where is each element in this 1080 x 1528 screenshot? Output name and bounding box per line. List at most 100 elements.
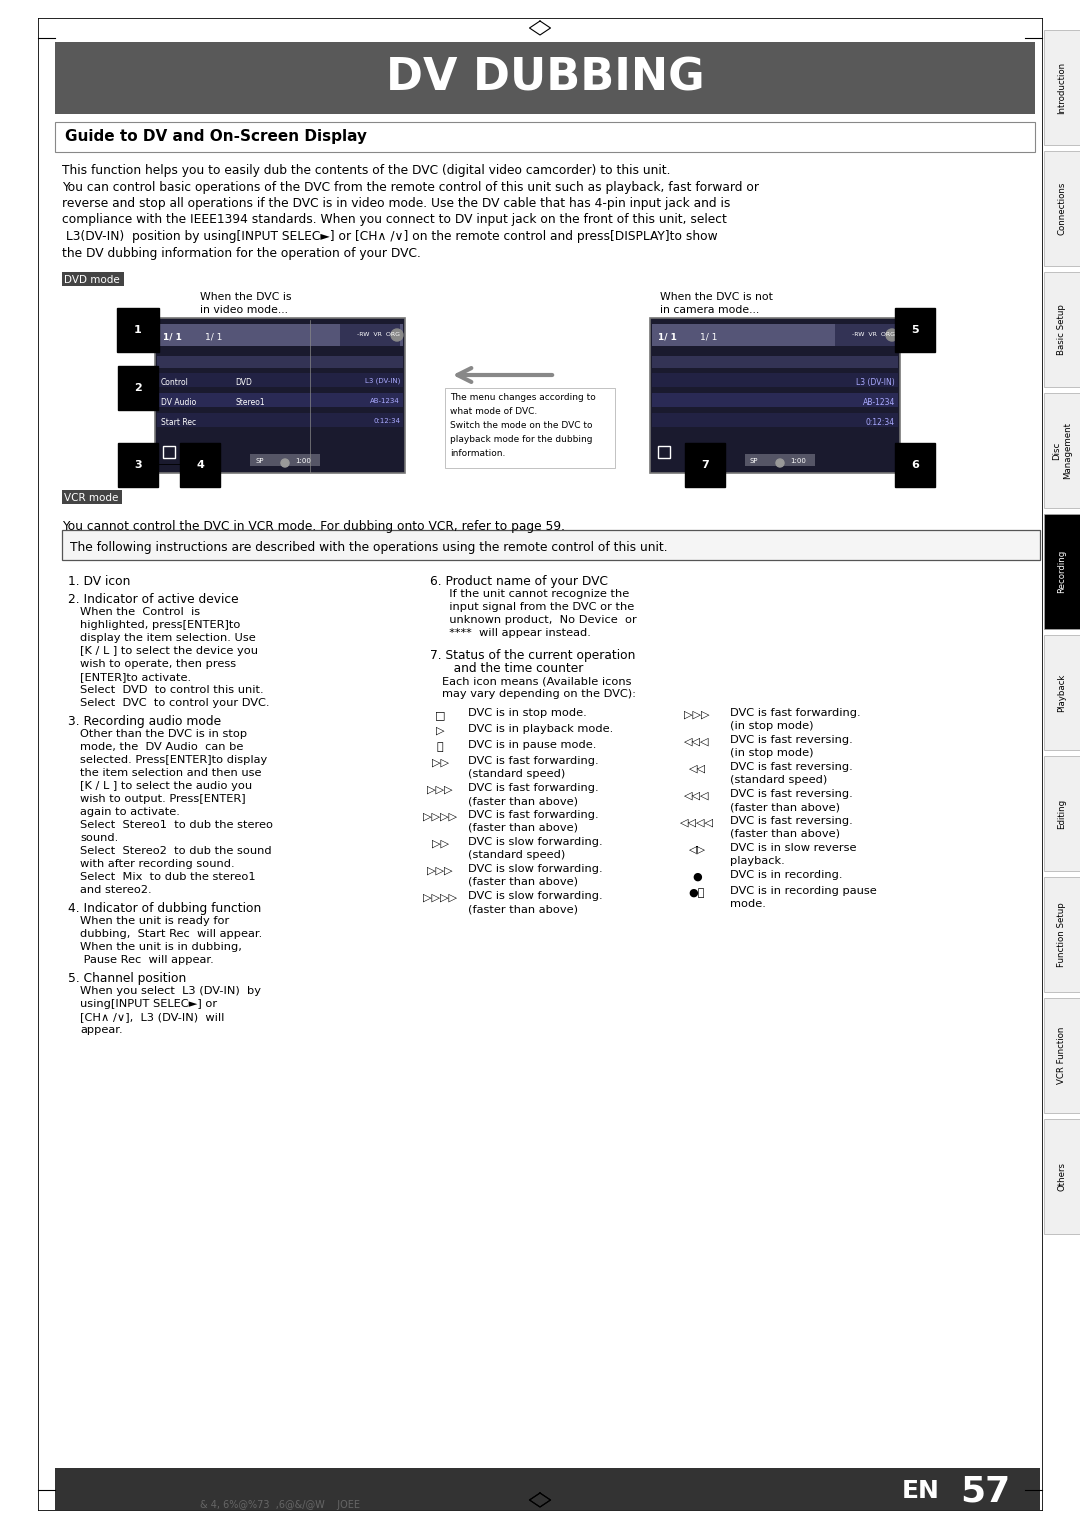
Text: 1: 1 bbox=[134, 325, 141, 335]
Text: DVC is fast reversing.: DVC is fast reversing. bbox=[730, 762, 853, 772]
Text: SP: SP bbox=[750, 458, 758, 465]
Text: unknown product,  No Device  or: unknown product, No Device or bbox=[442, 614, 637, 625]
Bar bbox=[652, 373, 897, 387]
Bar bbox=[1044, 393, 1080, 507]
Text: Select  Mix  to dub the stereo1: Select Mix to dub the stereo1 bbox=[80, 872, 256, 882]
Bar bbox=[1044, 513, 1080, 630]
Text: ◁◁◁: ◁◁◁ bbox=[685, 736, 710, 747]
Text: When the unit is in dubbing,: When the unit is in dubbing, bbox=[80, 941, 242, 952]
Bar bbox=[1044, 272, 1080, 387]
Text: again to activate.: again to activate. bbox=[80, 807, 180, 817]
Text: DVC is slow forwarding.: DVC is slow forwarding. bbox=[468, 891, 603, 902]
Text: DVC is fast reversing.: DVC is fast reversing. bbox=[730, 816, 853, 827]
Bar bbox=[55, 41, 1035, 115]
Text: wish to output. Press[ENTER]: wish to output. Press[ENTER] bbox=[80, 795, 245, 804]
Text: DVC is in recording pause: DVC is in recording pause bbox=[730, 886, 877, 895]
Bar bbox=[1044, 877, 1080, 992]
Text: When the DVC is: When the DVC is bbox=[200, 292, 292, 303]
Text: Other than the DVC is in stop: Other than the DVC is in stop bbox=[80, 729, 247, 740]
Text: the item selection and then use: the item selection and then use bbox=[80, 769, 261, 778]
Text: 4. Indicator of dubbing function: 4. Indicator of dubbing function bbox=[68, 902, 261, 915]
Text: 6. Product name of your DVC: 6. Product name of your DVC bbox=[430, 575, 608, 588]
Text: (standard speed): (standard speed) bbox=[468, 850, 565, 860]
Text: 7: 7 bbox=[701, 460, 708, 471]
Text: Introduction: Introduction bbox=[1057, 61, 1067, 113]
Bar bbox=[650, 318, 900, 474]
Text: -RW  VR  ORG: -RW VR ORG bbox=[357, 332, 400, 338]
Text: (standard speed): (standard speed) bbox=[730, 775, 827, 785]
Text: mode, the  DV Audio  can be: mode, the DV Audio can be bbox=[80, 743, 243, 752]
Circle shape bbox=[777, 458, 784, 468]
Text: (faster than above): (faster than above) bbox=[468, 905, 578, 914]
Bar bbox=[745, 454, 815, 466]
Text: Switch the mode on the DVC to: Switch the mode on the DVC to bbox=[450, 422, 593, 429]
Text: reverse and stop all operations if the DVC is in video mode. Use the DV cable th: reverse and stop all operations if the D… bbox=[62, 197, 730, 209]
Text: (faster than above): (faster than above) bbox=[730, 802, 840, 811]
Text: Start Rec: Start Rec bbox=[161, 419, 197, 426]
Text: The menu changes according to: The menu changes according to bbox=[450, 393, 596, 402]
Bar bbox=[157, 324, 403, 345]
Text: with after recording sound.: with after recording sound. bbox=[80, 859, 234, 869]
Text: highlighted, press[ENTER]to: highlighted, press[ENTER]to bbox=[80, 620, 241, 630]
Text: DVD: DVD bbox=[235, 377, 252, 387]
Text: Guide to DV and On-Screen Display: Guide to DV and On-Screen Display bbox=[65, 130, 367, 145]
Text: AB-1234: AB-1234 bbox=[863, 397, 895, 406]
Bar bbox=[163, 446, 175, 458]
Text: This function helps you to easily dub the contents of the DVC (digital video cam: This function helps you to easily dub th… bbox=[62, 163, 671, 177]
Text: ◁◁: ◁◁ bbox=[689, 764, 705, 775]
Text: The following instructions are described with the operations using the remote co: The following instructions are described… bbox=[70, 541, 667, 553]
Text: playback.: playback. bbox=[730, 856, 785, 866]
Text: ****  will appear instead.: **** will appear instead. bbox=[442, 628, 591, 639]
Circle shape bbox=[281, 458, 289, 468]
Text: 1. DV icon: 1. DV icon bbox=[68, 575, 131, 588]
Text: Function Setup: Function Setup bbox=[1057, 902, 1067, 967]
Text: in video mode...: in video mode... bbox=[200, 306, 288, 315]
Text: may vary depending on the DVC):: may vary depending on the DVC): bbox=[442, 689, 636, 698]
Text: the DV dubbing information for the operation of your DVC.: the DV dubbing information for the opera… bbox=[62, 246, 421, 260]
Text: ◁▷: ◁▷ bbox=[689, 845, 705, 856]
Text: 3. Recording audio mode: 3. Recording audio mode bbox=[68, 715, 221, 727]
Text: (faster than above): (faster than above) bbox=[730, 830, 840, 839]
Bar bbox=[1044, 1118, 1080, 1235]
Text: Select  DVD  to control this unit.: Select DVD to control this unit. bbox=[80, 685, 264, 695]
Text: 1/ 1: 1/ 1 bbox=[205, 333, 222, 342]
Text: L3 (DV-IN): L3 (DV-IN) bbox=[856, 377, 895, 387]
Bar bbox=[157, 373, 403, 387]
Text: 3: 3 bbox=[134, 460, 141, 471]
Text: If the unit cannot recognize the: If the unit cannot recognize the bbox=[442, 588, 630, 599]
Text: (faster than above): (faster than above) bbox=[468, 877, 578, 886]
Text: DVC is fast forwarding.: DVC is fast forwarding. bbox=[468, 810, 598, 821]
Text: 6: 6 bbox=[912, 460, 918, 471]
Text: 4: 4 bbox=[197, 460, 203, 471]
Text: 1/ 1: 1/ 1 bbox=[658, 333, 677, 342]
Text: Pause Rec  will appear.: Pause Rec will appear. bbox=[80, 955, 214, 966]
Text: DV DUBBING: DV DUBBING bbox=[386, 57, 704, 99]
Bar bbox=[340, 324, 400, 345]
Text: [ENTER]to activate.: [ENTER]to activate. bbox=[80, 672, 191, 681]
Text: Editing: Editing bbox=[1057, 799, 1067, 828]
Bar bbox=[249, 454, 320, 466]
Bar bbox=[62, 490, 122, 504]
Text: DVD mode: DVD mode bbox=[64, 275, 120, 286]
Text: DVC is in playback mode.: DVC is in playback mode. bbox=[468, 724, 613, 733]
Text: DVC is slow forwarding.: DVC is slow forwarding. bbox=[468, 863, 603, 874]
Circle shape bbox=[886, 329, 897, 341]
Bar bbox=[55, 122, 1035, 151]
Text: When the  Control  is: When the Control is bbox=[80, 607, 200, 617]
Text: and stereo2.: and stereo2. bbox=[80, 885, 151, 895]
Text: ▷▷▷: ▷▷▷ bbox=[428, 866, 453, 876]
Text: SP: SP bbox=[255, 458, 264, 465]
Text: 1: 1 bbox=[134, 325, 141, 335]
Bar bbox=[62, 272, 124, 286]
Text: 2: 2 bbox=[134, 384, 141, 393]
Text: ▷: ▷ bbox=[435, 726, 444, 736]
Text: Select  Stereo2  to dub the sound: Select Stereo2 to dub the sound bbox=[80, 847, 272, 856]
Bar bbox=[157, 393, 403, 406]
Bar bbox=[835, 324, 895, 345]
Text: DVC is in slow reverse: DVC is in slow reverse bbox=[730, 843, 856, 853]
Text: You can control basic operations of the DVC from the remote control of this unit: You can control basic operations of the … bbox=[62, 180, 759, 194]
Text: ●⏸: ●⏸ bbox=[689, 888, 705, 898]
Text: EN: EN bbox=[902, 1479, 940, 1504]
Text: 1/ 1: 1/ 1 bbox=[163, 333, 181, 342]
Text: [CH∧ /∨],  L3 (DV-IN)  will: [CH∧ /∨], L3 (DV-IN) will bbox=[80, 1012, 225, 1022]
